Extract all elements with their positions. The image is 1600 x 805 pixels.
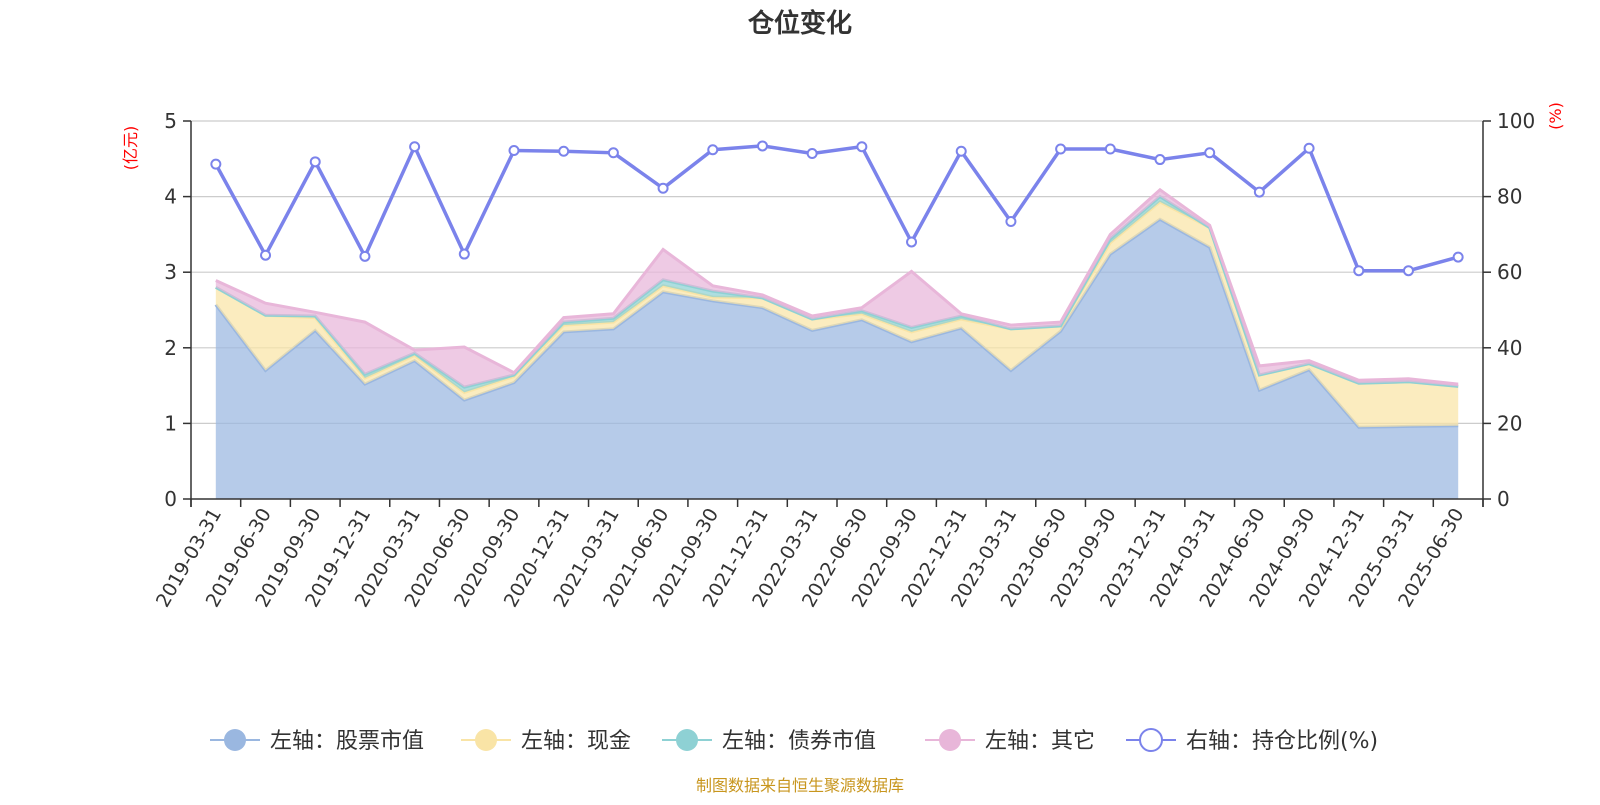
legend-marker (676, 729, 698, 751)
line-point (508, 144, 520, 156)
line-point (1204, 147, 1216, 159)
line-point (1055, 143, 1067, 155)
legend-label: 左轴：股票市值 (270, 729, 424, 754)
line-point (1452, 251, 1464, 263)
left-axis-tick-label: 0 (164, 487, 177, 511)
left-axis-tick-label: 5 (164, 109, 177, 133)
line-point (1353, 265, 1365, 277)
left-axis-tick-label: 1 (164, 411, 177, 435)
area-左轴：股票市值 (215, 219, 1459, 500)
line-point (806, 148, 818, 160)
legend-item: 左轴：其它 (925, 729, 1095, 754)
chart-title: 仓位变化 (747, 8, 852, 39)
line-path (214, 142, 1459, 273)
line-point (856, 141, 868, 153)
legend-item: 左轴：股票市值 (210, 729, 424, 754)
source-note: 制图数据来自恒生聚源数据库 (696, 776, 904, 795)
line-point (260, 249, 272, 261)
line-point (558, 145, 570, 157)
right-axis-tick-label: 20 (1497, 411, 1522, 435)
line-point (1154, 154, 1166, 166)
line-point (707, 144, 719, 156)
line-point (955, 145, 967, 157)
left-axis-tick-label: 4 (164, 185, 177, 209)
line-point (1402, 265, 1414, 277)
position-ratio-line (210, 140, 1464, 277)
legend-item: 右轴：持仓比例(%) (1126, 728, 1378, 754)
right-axis-tick-label: 80 (1497, 185, 1522, 209)
line-point (359, 250, 371, 262)
legend: 左轴：股票市值 左轴：现金 左轴：债券市值 左轴：其它 右轴：持仓比例(%) (210, 728, 1378, 754)
line-point (309, 156, 321, 168)
line-point (756, 140, 768, 152)
legend-item: 左轴：债券市值 (662, 729, 876, 754)
line-point (1253, 186, 1265, 198)
right-axis-tick-label: 0 (1497, 487, 1510, 511)
legend-marker (224, 729, 246, 751)
line-point (1104, 143, 1116, 155)
right-axis-tick-label: 60 (1497, 260, 1522, 284)
line-point (906, 236, 918, 248)
legend-marker (475, 729, 497, 751)
left-axis-unit: (亿元) (121, 126, 140, 171)
line-point (1303, 142, 1315, 154)
legend-label: 左轴：现金 (521, 729, 631, 754)
area-edge-左轴：其它 (215, 187, 1459, 386)
line-point (458, 248, 470, 260)
right-axis-tick-label: 40 (1497, 336, 1522, 360)
legend-label: 左轴：债券市值 (722, 729, 876, 754)
legend-item: 左轴：现金 (461, 729, 631, 754)
right-axis-unit: (%) (1546, 102, 1565, 130)
line-point (210, 158, 222, 170)
left-axis-tick-label: 3 (164, 260, 177, 284)
stacked-areas (214, 187, 1459, 500)
left-axis-tick-label: 2 (164, 336, 177, 360)
right-axis-tick-label: 100 (1497, 109, 1535, 133)
legend-marker (939, 729, 961, 751)
legend-label: 右轴：持仓比例(%) (1186, 729, 1378, 754)
line-point (409, 141, 421, 153)
line-point (657, 182, 669, 194)
line-point (1005, 216, 1017, 228)
legend-marker (1139, 728, 1163, 752)
legend-label: 左轴：其它 (985, 729, 1095, 754)
line-point (607, 147, 619, 159)
